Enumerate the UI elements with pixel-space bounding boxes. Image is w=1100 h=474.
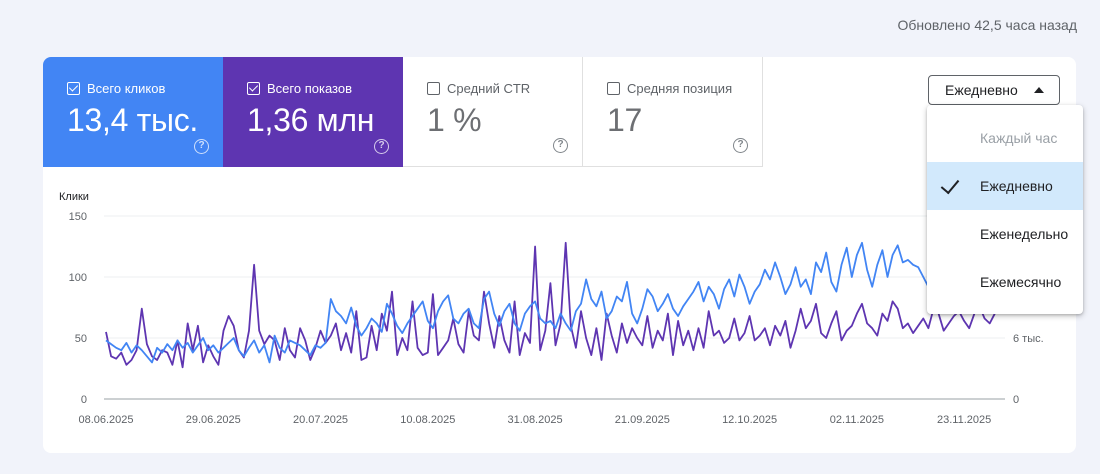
metric-label: Всего кликов [87,81,166,96]
help-icon[interactable]: ? [733,138,748,153]
checkbox-checked-icon[interactable] [67,82,80,95]
metric-total-clicks[interactable]: Всего кликов 13,4 тыс. ? [43,57,223,167]
help-icon[interactable]: ? [194,139,209,154]
period-selected-label: Ежедневно [945,82,1018,98]
menu-item-label: Ежемесячно [980,274,1062,290]
y-tick-label: 50 [75,333,87,345]
metric-average-ctr[interactable]: Средний CTR 1 % ? [403,57,583,167]
x-tick-label: 12.10.2025 [722,414,777,426]
menu-item-daily[interactable]: Ежедневно [927,162,1083,210]
metric-value: 1 % [427,102,482,138]
y2-tick-label: 0 [1013,394,1019,406]
metric-total-impressions[interactable]: Всего показов 1,36 млн ? [223,57,403,167]
metric-label: Средний CTR [447,81,531,96]
x-tick-label: 02.11.2025 [830,414,884,426]
checkbox-unchecked-icon[interactable] [427,82,440,95]
x-tick-label: 23.11.2025 [937,414,991,426]
menu-item-hourly: Каждый час [927,114,1083,162]
checkbox-unchecked-icon[interactable] [607,82,620,95]
menu-item-label: Каждый час [980,130,1058,146]
clicks-impressions-chart: 0 50 100 150 Клики 0 6 тыс. 08.06.2025 29.06.202… [59,191,1044,426]
metric-label: Всего показов [267,81,352,96]
x-tick-label: 29.06.2025 [186,414,241,426]
x-tick-label: 10.08.2025 [400,414,455,426]
metric-label: Средняя позиция [627,81,733,96]
metric-value: 1,36 млн [247,102,375,138]
y-tick-label: 150 [69,211,87,223]
checkbox-checked-icon[interactable] [247,82,260,95]
x-tick-label: 08.06.2025 [78,414,133,426]
menu-item-label: Ежедневно [980,178,1053,194]
period-dropdown[interactable]: Ежедневно [928,75,1060,105]
last-updated-text: Обновлено 42,5 часа назад [897,17,1077,33]
check-icon [940,174,960,195]
menu-item-label: Еженедельно [980,226,1069,242]
caret-up-icon [1034,87,1044,93]
y-axis-label: Клики [59,191,89,203]
menu-item-monthly[interactable]: Ежемесячно [927,258,1083,306]
x-tick-label: 31.08.2025 [508,414,563,426]
x-tick-label: 20.07.2025 [293,414,348,426]
performance-card: Всего кликов 13,4 тыс. ? Всего показов 1… [43,57,1076,453]
help-icon[interactable]: ? [553,138,568,153]
y2-tick-label: 6 тыс. [1013,333,1044,345]
x-tick-label: 21.09.2025 [615,414,670,426]
clicks-series-line [105,241,1006,364]
help-icon[interactable]: ? [374,139,389,154]
metric-average-position[interactable]: Средняя позиция 17 ? [583,57,763,167]
metric-value: 13,4 тыс. [67,102,199,138]
impressions-series-line [105,241,1006,369]
period-menu: Каждый час Ежедневно Еженедельно Ежемеся… [927,105,1083,314]
metric-value: 17 [607,102,642,138]
y-tick-label: 0 [81,394,87,406]
y-tick-label: 100 [69,272,87,284]
menu-item-weekly[interactable]: Еженедельно [927,210,1083,258]
